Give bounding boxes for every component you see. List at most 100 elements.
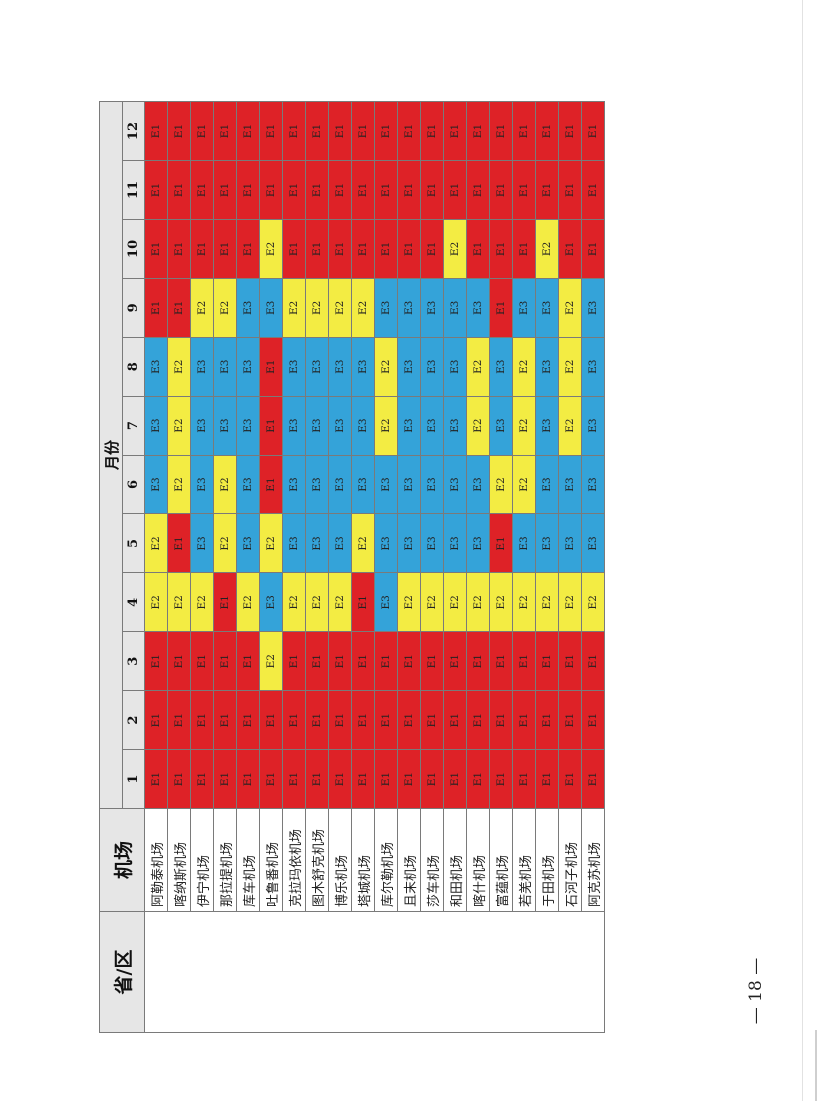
level-cell: E1 [236,749,260,809]
level-cell: E2 [236,572,260,632]
table-row: 阿克苏机场 E1 E1 E1 E2 E3 E3 E3 E3 E3 E1 E1 E1 [581,101,605,1033]
airport-name: 于田机场 [535,808,559,912]
level-cell: E3 [558,455,582,514]
airport-name: 阿勒泰机场 [144,808,168,912]
level-cell: E1 [581,219,605,279]
level-cell: E3 [397,396,421,456]
level-cell: E1 [305,749,329,809]
level-cell: E1 [351,690,375,750]
level-cell: E3 [328,337,352,397]
level-cell: E1 [213,572,237,632]
level-cell: E3 [581,455,605,514]
level-cell: E3 [535,455,559,514]
level-cell: E2 [535,572,559,632]
level-cell: E1 [581,749,605,809]
level-cell: E2 [259,219,283,279]
level-cell: E1 [489,219,513,279]
level-cell: E1 [351,219,375,279]
level-cell: E2 [213,513,237,573]
airport-name: 库车机场 [236,808,260,912]
level-cell: E2 [581,572,605,632]
level-cell: E3 [489,396,513,456]
level-cell: E2 [282,572,306,632]
level-cell: E2 [213,278,237,338]
month-header-7: 7 [122,396,145,456]
level-cell: E1 [581,160,605,220]
table-row: 喀纳斯机场 E1 E1 E1 E2 E1 E2 E2 E2 E1 E1 E1 E1 [167,101,191,1033]
level-cell: E3 [305,455,329,514]
airport-name: 克拉玛依机场 [282,808,306,912]
level-cell: E1 [305,219,329,279]
airport-name: 那拉提机场 [213,808,237,912]
level-cell: E1 [558,101,582,161]
level-cell: E1 [259,690,283,750]
level-cell: E3 [236,513,260,573]
level-cell: E3 [351,337,375,397]
level-cell: E3 [351,455,375,514]
level-cell: E1 [397,631,421,691]
level-cell: E2 [512,337,536,397]
level-cell: E1 [420,101,444,161]
level-cell: E1 [167,749,191,809]
level-cell: E1 [305,101,329,161]
level-cell: E1 [167,690,191,750]
level-cell: E1 [374,690,398,750]
level-cell: E3 [443,455,467,514]
table-row: 图木舒克机场 E1 E1 E1 E2 E3 E3 E3 E3 E2 E1 E1 E1 [305,101,329,1033]
level-cell: E1 [328,749,352,809]
airport-name: 伊宁机场 [190,808,214,912]
level-cell: E3 [328,396,352,456]
level-cell: E1 [374,749,398,809]
level-cell: E1 [535,160,559,220]
level-cell: E3 [374,513,398,573]
table-row: 且末机场 E1 E1 E1 E2 E3 E3 E3 E3 E3 E1 E1 E1 [397,101,421,1033]
level-cell: E2 [489,572,513,632]
level-cell: E2 [374,337,398,397]
level-cell: E3 [535,337,559,397]
level-cell: E3 [259,278,283,338]
level-cell: E3 [512,513,536,573]
level-cell: E3 [282,513,306,573]
level-cell: E1 [144,631,168,691]
month-header-8: 8 [122,337,145,397]
level-cell: E3 [466,278,490,338]
level-cell: E1 [144,690,168,750]
level-cell: E1 [443,749,467,809]
level-cell: E2 [167,455,191,514]
level-cell: E3 [305,513,329,573]
level-cell: E2 [512,396,536,456]
months-header: 月份 [99,101,123,809]
level-cell: E1 [282,749,306,809]
level-cell: E1 [512,631,536,691]
level-cell: E2 [512,572,536,632]
level-cell: E1 [236,219,260,279]
level-cell: E2 [259,631,283,691]
level-cell: E3 [374,278,398,338]
level-cell: E1 [213,160,237,220]
level-cell: E1 [167,219,191,279]
level-cell: E3 [328,513,352,573]
airport-name: 和田机场 [443,808,467,912]
table-row: 博乐机场 E1 E1 E1 E2 E3 E3 E3 E3 E2 E1 E1 E1 [328,101,352,1033]
level-cell: E3 [397,337,421,397]
airport-name: 石河子机场 [558,808,582,912]
page-edge-shadow [815,1030,817,1101]
level-cell: E1 [144,749,168,809]
level-cell: E1 [351,749,375,809]
month-header-10: 10 [122,219,145,279]
level-cell: E2 [558,337,582,397]
table-row: 吐鲁番机场 E1 E1 E2 E3 E2 E1 E1 E1 E3 E2 E1 E1 [259,101,283,1033]
level-cell: E1 [489,749,513,809]
level-cell: E1 [167,101,191,161]
level-cell: E1 [443,160,467,220]
level-cell: E1 [466,631,490,691]
level-cell: E3 [581,278,605,338]
level-cell: E1 [190,101,214,161]
level-cell: E2 [167,337,191,397]
level-cell: E3 [397,278,421,338]
level-cell: E2 [397,572,421,632]
level-cell: E3 [144,455,168,514]
level-cell: E1 [558,749,582,809]
province-header: 省/区 [99,911,145,1033]
level-cell: E1 [581,631,605,691]
